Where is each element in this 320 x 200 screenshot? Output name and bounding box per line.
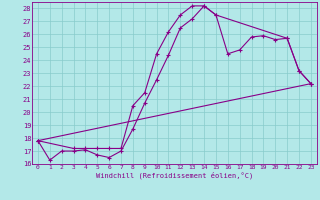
- X-axis label: Windchill (Refroidissement éolien,°C): Windchill (Refroidissement éolien,°C): [96, 171, 253, 179]
